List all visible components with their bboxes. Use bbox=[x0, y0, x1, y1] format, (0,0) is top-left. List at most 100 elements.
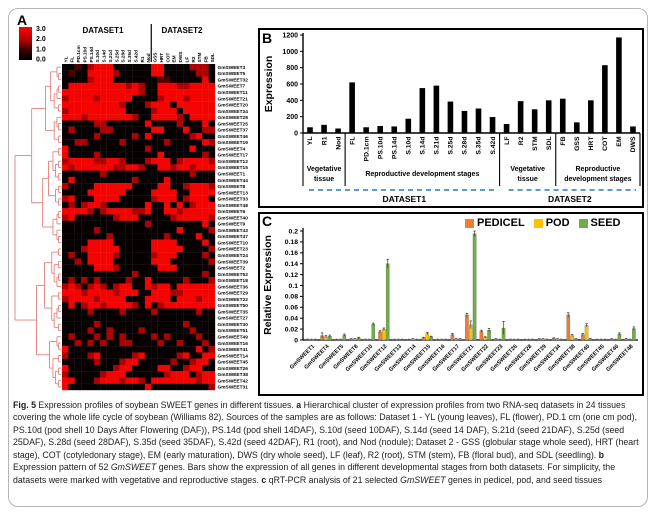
heatmap-cell bbox=[62, 201, 69, 209]
heatmap-cell bbox=[202, 283, 209, 290]
heatmap-cell bbox=[208, 201, 216, 209]
heatmap-cell bbox=[132, 302, 139, 309]
heatmap-cell bbox=[144, 107, 152, 115]
heatmap-cell bbox=[202, 214, 209, 221]
heatmap-cell bbox=[195, 321, 203, 328]
heatmap-cell bbox=[119, 245, 126, 253]
heatmap-cell bbox=[208, 239, 216, 246]
x-tick-label: GSS bbox=[574, 136, 581, 151]
heatmap-cell bbox=[93, 245, 101, 253]
heatmap-cell bbox=[68, 107, 75, 115]
heatmap-cell bbox=[81, 333, 88, 341]
heatmap-cell bbox=[62, 377, 69, 384]
heatmap-cell bbox=[100, 264, 107, 272]
heatmap-cell bbox=[106, 208, 114, 215]
heatmap-cell bbox=[113, 258, 120, 265]
heatmap-cell bbox=[68, 283, 75, 290]
heatmap-cell bbox=[164, 308, 171, 315]
heatmap-cell bbox=[189, 339, 197, 347]
heatmap-row-label: GmSWEET29 bbox=[218, 291, 249, 297]
heatmap-cell bbox=[93, 145, 101, 152]
heatmap-cell bbox=[68, 302, 75, 309]
heatmap-cell bbox=[68, 70, 75, 77]
heatmap-cell bbox=[125, 164, 133, 171]
heatmap-cell bbox=[87, 364, 95, 372]
heatmap-cell bbox=[68, 352, 75, 359]
heatmap-cell bbox=[176, 364, 184, 372]
heatmap-cell bbox=[62, 321, 69, 328]
heatmap-cell bbox=[189, 151, 197, 159]
heatmap-cell bbox=[125, 208, 133, 215]
heatmap-cell bbox=[68, 89, 75, 96]
heatmap-cell bbox=[170, 264, 177, 272]
heatmap-cell bbox=[151, 383, 158, 391]
heatmap-cell bbox=[68, 132, 75, 140]
heatmap-cell bbox=[164, 151, 171, 159]
heatmap-cell bbox=[176, 377, 184, 384]
heatmap-cell bbox=[151, 327, 158, 334]
heatmap-cell bbox=[81, 371, 88, 378]
heatmap-cell bbox=[100, 289, 107, 297]
heatmap-cell bbox=[132, 114, 139, 121]
heatmap-cell bbox=[87, 308, 95, 315]
expression-bar bbox=[419, 88, 426, 133]
heatmap-cell bbox=[119, 82, 126, 90]
heatmap-cell bbox=[195, 283, 203, 290]
expression-bar bbox=[405, 118, 412, 133]
heatmap-cell bbox=[138, 95, 146, 102]
heatmap-cell bbox=[144, 339, 152, 347]
heatmap-cell bbox=[100, 132, 107, 140]
heatmap-cell bbox=[170, 201, 177, 209]
heatmap-cell bbox=[100, 201, 107, 209]
heatmap-cell bbox=[100, 245, 107, 253]
heatmap-cell bbox=[132, 308, 139, 315]
heatmap-cell bbox=[93, 339, 101, 347]
heatmap-cell bbox=[106, 214, 114, 221]
heatmap-cell bbox=[125, 107, 133, 115]
heatmap-cell bbox=[113, 214, 120, 221]
heatmap-cell bbox=[100, 302, 107, 309]
heatmap-row-label: GmSWEET24 bbox=[218, 253, 249, 259]
heatmap-cell bbox=[157, 358, 165, 366]
heatmap-cell bbox=[189, 176, 197, 184]
heatmap-cell bbox=[157, 114, 165, 121]
heatmap-cell bbox=[157, 314, 165, 322]
y-tick-label: 400 bbox=[286, 98, 298, 105]
heatmap-col-label: GSS bbox=[153, 53, 158, 63]
legend-label: SEED bbox=[590, 217, 621, 229]
heatmap-cell bbox=[119, 314, 126, 322]
heatmap-cell bbox=[176, 283, 184, 290]
heatmap-cell bbox=[151, 89, 158, 96]
heatmap-cell bbox=[119, 364, 126, 372]
heatmap-cell bbox=[93, 358, 101, 366]
heatmap-cell bbox=[81, 277, 88, 284]
expression-bar bbox=[377, 126, 384, 133]
heatmap-cell bbox=[68, 358, 75, 366]
heatmap-cell bbox=[119, 76, 126, 83]
heatmap-cell bbox=[208, 371, 216, 378]
heatmap-cell bbox=[189, 101, 197, 109]
heatmap-cell bbox=[132, 95, 139, 102]
heatmap-cell bbox=[195, 327, 203, 334]
heatmap-cell bbox=[189, 95, 197, 102]
heatmap-cell bbox=[195, 183, 203, 190]
heatmap-cell bbox=[87, 139, 95, 146]
heatmap-cell bbox=[81, 132, 88, 140]
heatmap-cell bbox=[93, 76, 101, 83]
heatmap-cell bbox=[138, 358, 146, 366]
heatmap-row-label: GmSWEET42 bbox=[218, 378, 249, 384]
heatmap-cell bbox=[170, 214, 177, 221]
heatmap-cell bbox=[81, 264, 88, 272]
x-tick-label: PS.10d bbox=[377, 137, 384, 160]
heatmap-cell bbox=[157, 89, 165, 96]
heatmap-cell bbox=[189, 277, 197, 284]
heatmap-cell bbox=[119, 258, 126, 265]
expression-bar bbox=[475, 108, 482, 133]
heatmap-cell bbox=[151, 321, 158, 328]
heatmap-cell bbox=[119, 183, 126, 190]
heatmap-cell bbox=[74, 132, 82, 140]
heatmap-cell bbox=[164, 183, 171, 190]
heatmap-cell bbox=[125, 383, 133, 391]
heatmap-cell bbox=[170, 95, 177, 102]
heatmap-row-label: GmSWEET25 bbox=[218, 121, 249, 127]
